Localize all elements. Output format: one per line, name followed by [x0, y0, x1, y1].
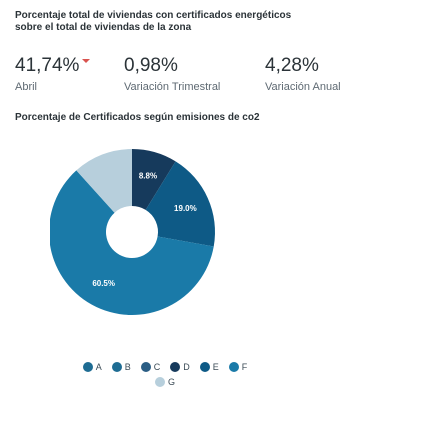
legend-item-E[interactable]: E	[199, 362, 219, 372]
stat-total: 41,74% Abril	[15, 55, 91, 94]
legend-item-D[interactable]: D	[170, 362, 190, 372]
page-title: Porcentaje total de viviendas con certif…	[15, 10, 292, 33]
slice-E[interactable]	[145, 161, 215, 247]
legend-row: G	[40, 377, 290, 387]
legend-item-B[interactable]: B	[111, 362, 131, 372]
stat-quarterly: 0,98% Variación Trimestral	[124, 55, 220, 94]
legend-dot-icon	[82, 362, 93, 372]
legend-item-G[interactable]: G	[154, 377, 175, 387]
slice-F[interactable]	[50, 170, 214, 315]
stat-total-label: Abril	[15, 81, 38, 93]
legend-dot-icon	[170, 362, 181, 372]
legend-dot-icon	[199, 362, 210, 372]
data-label-E: 19.0%	[174, 204, 197, 213]
legend-label: G	[167, 377, 175, 387]
donut-chart: 8.8% 19.0% 60.5%	[50, 149, 215, 315]
legend-dot-icon	[154, 377, 165, 387]
trend-down-icon	[82, 58, 91, 63]
legend-label: A	[95, 362, 102, 372]
legend-label: C	[153, 362, 161, 372]
legend-label: F	[241, 362, 248, 372]
legend-dot-icon	[140, 362, 151, 372]
legend-label: E	[212, 362, 219, 372]
legend-label: B	[124, 362, 131, 372]
legend-item-C[interactable]: C	[140, 362, 161, 372]
stat-quarterly-value: 0,98%	[124, 55, 178, 76]
stat-quarterly-label: Variación Trimestral	[124, 81, 221, 93]
stat-annual: 4,28% Variación Anual	[265, 55, 341, 94]
stat-annual-value: 4,28%	[265, 55, 319, 76]
legend-row: A B C D E F	[40, 362, 290, 372]
legend-item-F[interactable]: F	[228, 362, 248, 372]
legend-item-A[interactable]: A	[82, 362, 102, 372]
chart-legend: A B C D E F G	[40, 362, 290, 392]
data-label-F: 60.5%	[92, 279, 115, 288]
chart-title: Porcentaje de Certificados según emision…	[15, 112, 260, 123]
slice-D[interactable]	[132, 149, 176, 210]
legend-dot-icon	[111, 362, 122, 372]
slice-G[interactable]	[76, 149, 132, 213]
legend-label: D	[183, 362, 190, 372]
legend-dot-icon	[228, 362, 239, 372]
data-label-D: 8.8%	[139, 172, 157, 181]
stat-total-value: 41,74%	[15, 55, 80, 76]
stat-annual-label: Variación Anual	[265, 81, 341, 93]
